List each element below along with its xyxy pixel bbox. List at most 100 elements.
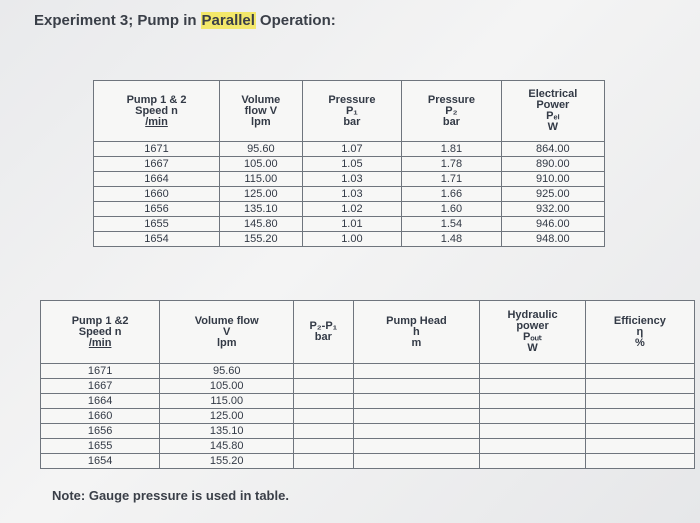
header-line: lpm: [251, 115, 271, 128]
header-line: Pump Head: [386, 314, 447, 327]
cell: 890.00: [500, 156, 606, 172]
cell: 1671: [39, 363, 161, 379]
empty-cell: [584, 453, 696, 469]
row: 1656 135.10 1.02 1.60 932.00: [92, 201, 606, 217]
cell: 155.20: [219, 231, 303, 247]
header-line: Pressure: [328, 93, 376, 106]
row: 1667 105.00: [39, 378, 696, 394]
cell: 1.60: [401, 201, 502, 217]
row: 1667 105.00 1.05 1.78 890.00: [92, 156, 606, 172]
empty-cell: [584, 438, 696, 454]
cell: 1660: [92, 186, 221, 202]
header-cell: Pump 1 & 2 Speed n/min: [92, 80, 221, 142]
row: 1655 145.80 1.01 1.54 946.00: [92, 216, 606, 232]
header-line: bar: [343, 115, 361, 128]
empty-cell: [352, 438, 481, 454]
empty-cell: [479, 438, 586, 454]
header-line: /min: [145, 115, 168, 128]
empty-cell: [584, 408, 696, 424]
empty-cell: [352, 423, 481, 439]
cell: 155.20: [159, 453, 295, 469]
cell: 1.71: [401, 171, 502, 187]
empty-cell: [479, 408, 586, 424]
cell: 135.10: [159, 423, 295, 439]
header-line: η: [636, 325, 644, 338]
cell: 1.03: [301, 171, 403, 187]
cell: 932.00: [500, 201, 606, 217]
empty-cell: [479, 363, 586, 379]
empty-cell: [352, 363, 481, 379]
header-line: m: [411, 336, 422, 349]
empty-cell: [293, 453, 354, 469]
row: 1655 145.80: [39, 438, 696, 454]
header-line: Volume: [241, 93, 281, 106]
header-cell: Pressure P₂ bar: [401, 80, 502, 142]
header-cell: Efficiency η%: [584, 300, 696, 364]
header-line: power: [516, 320, 549, 332]
empty-cell: [479, 423, 586, 439]
title-highlight: Parallel: [200, 12, 256, 29]
header-cell: Pump 1 &2 Speed n/min: [39, 300, 161, 364]
cell: 1656: [39, 423, 161, 439]
cell: 1.01: [301, 216, 403, 232]
cell: 1654: [39, 453, 161, 469]
cell: 1664: [39, 393, 161, 409]
title-text: Experiment 3; Pump in: [34, 12, 197, 29]
cell: 1.81: [401, 141, 502, 157]
empty-cell: [293, 438, 354, 454]
cell: 135.10: [219, 201, 303, 217]
cell: 1667: [39, 378, 161, 394]
cell: 1.66: [401, 186, 502, 202]
header-cell: Pump Head h m: [352, 300, 481, 364]
header-line: Hydraulic: [507, 309, 558, 321]
cell: 1667: [92, 156, 221, 172]
cell: 1.48: [401, 231, 502, 247]
empty-cell: [293, 393, 354, 409]
header-line: W: [547, 121, 559, 133]
cell: 125.00: [159, 408, 295, 424]
header-line: P₁: [345, 104, 358, 117]
header-line: Electrical: [528, 88, 578, 100]
cell: 95.60: [219, 141, 303, 157]
cell: 1656: [92, 201, 221, 217]
header-line: bar: [442, 115, 460, 128]
row: 1671 95.60: [39, 363, 696, 379]
header-cell: Hydraulic power Pₒᵤₜ W: [479, 300, 586, 364]
empty-cell: [293, 363, 354, 379]
empty-cell: [584, 393, 696, 409]
cell: 1.03: [301, 186, 403, 202]
empty-cell: [352, 408, 481, 424]
cell: 948.00: [500, 231, 606, 247]
empty-cell: [352, 378, 481, 394]
cell: 1655: [92, 216, 221, 232]
cell: 1.05: [301, 156, 403, 172]
cell: 145.80: [159, 438, 295, 454]
cell: 125.00: [219, 186, 303, 202]
empty-cell: [352, 393, 481, 409]
row: 1664 115.00: [39, 393, 696, 409]
empty-cell: [584, 423, 696, 439]
header-line: flow V: [244, 104, 278, 117]
empty-cell: [479, 393, 586, 409]
cell: 1655: [39, 438, 161, 454]
cell: 1.78: [401, 156, 502, 172]
header-line: bar: [314, 331, 332, 343]
row: 1664 115.00 1.03 1.71 910.00: [92, 171, 606, 187]
note: Note: Gauge pressure is used in table.: [52, 488, 289, 503]
header-line: P₂-P₁: [309, 320, 338, 332]
row: 1660 125.00 1.03 1.66 925.00: [92, 186, 606, 202]
empty-cell: [479, 453, 586, 469]
cell: 1654: [92, 231, 221, 247]
header-line: %: [634, 336, 645, 349]
header-line: Power: [536, 99, 570, 111]
header-line: Pₒᵤₜ: [522, 331, 543, 343]
empty-cell: [293, 378, 354, 394]
cell: 1660: [39, 408, 161, 424]
empty-cell: [584, 378, 696, 394]
header-line: Pump 1 & 2: [126, 93, 187, 106]
cell: 1664: [92, 171, 221, 187]
